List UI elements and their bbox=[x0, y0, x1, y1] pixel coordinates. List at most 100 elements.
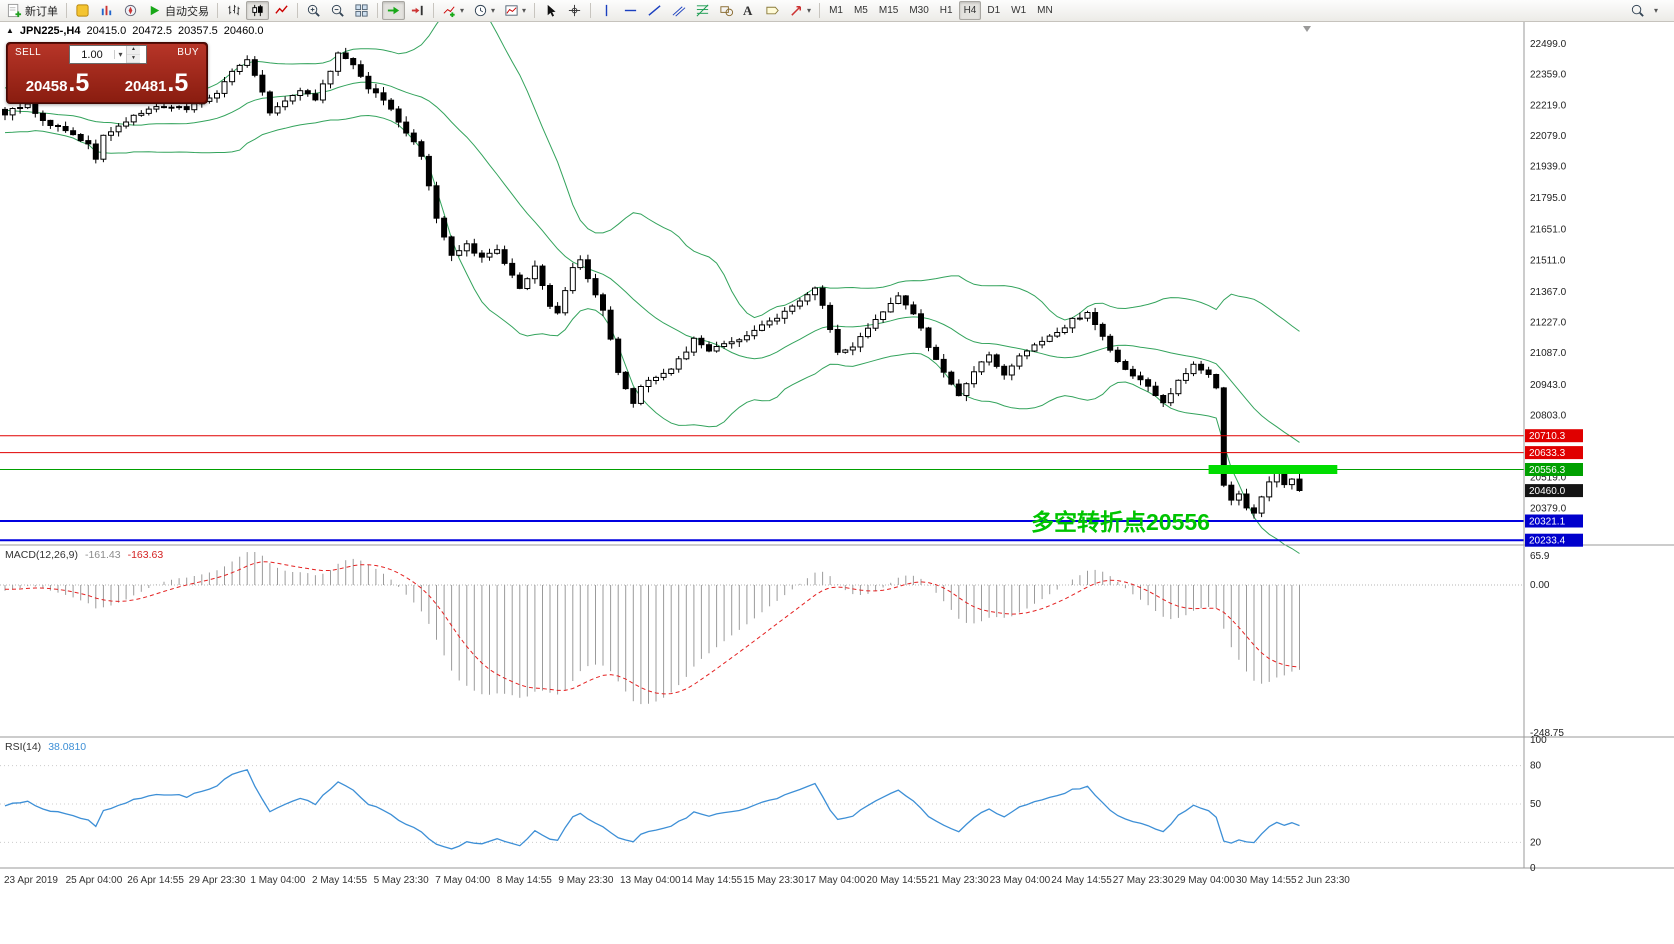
text-tool-button[interactable]: A bbox=[739, 1, 760, 20]
timeframe-m1[interactable]: M1 bbox=[824, 1, 848, 20]
vertical-line-button[interactable] bbox=[595, 1, 618, 20]
chart-annotation[interactable]: 多空转折点20556 bbox=[1031, 509, 1210, 535]
volume-increase-button[interactable]: ▲ bbox=[127, 46, 140, 55]
svg-text:9 May 23:30: 9 May 23:30 bbox=[558, 875, 613, 886]
text-label-button[interactable] bbox=[761, 1, 784, 20]
bollinger-upper-band bbox=[4, 22, 1300, 332]
ohlc-high: 20472.5 bbox=[132, 25, 172, 37]
svg-text:22359.0: 22359.0 bbox=[1530, 70, 1567, 81]
svg-text:21087.0: 21087.0 bbox=[1530, 348, 1567, 359]
svg-text:0: 0 bbox=[1530, 863, 1536, 874]
trendline-button[interactable] bbox=[643, 1, 666, 20]
svg-text:-248.75: -248.75 bbox=[1530, 728, 1564, 739]
svg-text:14 May 14:55: 14 May 14:55 bbox=[682, 875, 743, 886]
macd-histogram bbox=[4, 552, 1300, 705]
rsi-name: RSI(14) bbox=[5, 741, 42, 753]
sell-label: SELL bbox=[15, 47, 42, 58]
rsi-scale[interactable]: 100 80 50 20 0 bbox=[1530, 735, 1547, 874]
svg-text:21227.0: 21227.0 bbox=[1530, 318, 1567, 329]
zoom-in-button[interactable] bbox=[302, 1, 325, 20]
arrows-button[interactable]: ▾ bbox=[785, 1, 815, 20]
volume-input[interactable] bbox=[70, 47, 114, 62]
autotrading-button[interactable]: 自动交易 bbox=[143, 1, 213, 20]
candlestick-chart-button[interactable] bbox=[246, 1, 269, 20]
timeframe-mn[interactable]: MN bbox=[1032, 1, 1058, 20]
svg-text:17 May 04:00: 17 May 04:00 bbox=[805, 875, 866, 886]
macd-scale[interactable]: 65.9 0.00 -248.75 bbox=[1530, 551, 1564, 739]
price-scale[interactable]: 22499.0 22359.0 22219.0 22079.0 21939.0 21795… bbox=[1530, 39, 1567, 514]
fibonacci-button[interactable] bbox=[691, 1, 714, 20]
chevron-down-icon: ▾ bbox=[491, 5, 496, 15]
svg-text:100: 100 bbox=[1530, 735, 1547, 746]
svg-text:23 May 04:00: 23 May 04:00 bbox=[990, 875, 1051, 886]
volume-decrease-button[interactable]: ▼ bbox=[127, 54, 140, 63]
chart-shift-icon bbox=[411, 5, 423, 16]
timeframe-m30[interactable]: M30 bbox=[904, 1, 933, 20]
volume-control: ▾ ▲ ▼ bbox=[69, 45, 147, 64]
timeframe-h1[interactable]: H1 bbox=[935, 1, 958, 20]
price-badge-20460.0: 20460.0 bbox=[1525, 484, 1583, 498]
shapes-button[interactable] bbox=[715, 1, 738, 20]
toolbar-separator bbox=[297, 3, 298, 18]
templates-button[interactable]: ▾ bbox=[500, 1, 530, 20]
toolbar-separator bbox=[66, 3, 67, 18]
chart-shift-button[interactable] bbox=[406, 1, 429, 20]
line-chart-button[interactable] bbox=[270, 1, 293, 20]
metaeditor-button[interactable] bbox=[71, 1, 94, 20]
sell-button[interactable]: SELL 20458.5 bbox=[8, 44, 107, 102]
crosshair-button[interactable] bbox=[563, 1, 586, 20]
timeframe-d1[interactable]: D1 bbox=[982, 1, 1005, 20]
price-badge-20633.3: 20633.3 bbox=[1525, 446, 1583, 460]
navigator-button[interactable] bbox=[119, 1, 142, 20]
market-watch-icon bbox=[101, 5, 112, 16]
new-order-button[interactable]: 新订单 bbox=[3, 1, 62, 20]
bar-chart-button[interactable] bbox=[222, 1, 245, 20]
chevron-down-icon: ▾ bbox=[460, 5, 465, 15]
timeframe-m5[interactable]: M5 bbox=[849, 1, 873, 20]
svg-text:30 May 14:55: 30 May 14:55 bbox=[1236, 875, 1297, 886]
svg-text:50: 50 bbox=[1530, 799, 1542, 810]
text-label-icon bbox=[766, 6, 779, 15]
chart-canvas[interactable]: 22499.0 22359.0 22219.0 22079.0 21939.0 21795… bbox=[0, 22, 1674, 944]
date-axis[interactable]: 23 Apr 2019 25 Apr 04:00 26 Apr 14:55 29 Ap… bbox=[4, 875, 1350, 886]
zoom-in-icon bbox=[307, 4, 320, 17]
periods-button[interactable]: ▾ bbox=[469, 1, 499, 20]
zoom-out-button[interactable] bbox=[326, 1, 349, 20]
svg-text:27 May 23:30: 27 May 23:30 bbox=[1113, 875, 1174, 886]
svg-text:80: 80 bbox=[1530, 761, 1542, 772]
svg-text:20: 20 bbox=[1530, 837, 1542, 848]
svg-text:2 May 14:55: 2 May 14:55 bbox=[312, 875, 367, 886]
macd-label: MACD(12,26,9) -161.43 -163.63 bbox=[5, 549, 163, 561]
metaeditor-icon bbox=[76, 4, 89, 17]
svg-text:15 May 23:30: 15 May 23:30 bbox=[743, 875, 804, 886]
chart-shift-marker[interactable] bbox=[1303, 26, 1311, 32]
buy-button[interactable]: BUY 20481.5 bbox=[107, 44, 206, 102]
svg-text:21795.0: 21795.0 bbox=[1530, 193, 1567, 204]
chevron-down-icon: ▾ bbox=[522, 5, 527, 15]
horizontal-line-button[interactable] bbox=[619, 1, 642, 20]
cursor-button[interactable] bbox=[539, 1, 562, 20]
macd-name: MACD(12,26,9) bbox=[5, 549, 78, 561]
timeframe-w1[interactable]: W1 bbox=[1006, 1, 1031, 20]
equidistant-channel-button[interactable] bbox=[667, 1, 690, 20]
svg-text:20633.3: 20633.3 bbox=[1529, 448, 1566, 459]
svg-text:21651.0: 21651.0 bbox=[1530, 225, 1567, 236]
indicators-button[interactable]: ▾ bbox=[438, 1, 468, 20]
auto-scroll-button[interactable] bbox=[382, 1, 405, 20]
tile-windows-button[interactable] bbox=[350, 1, 373, 20]
buy-price: 20481 bbox=[124, 78, 167, 95]
one-click-toggle-icon[interactable]: ▲ bbox=[6, 26, 14, 35]
search-button[interactable] bbox=[1626, 1, 1649, 20]
turning-point-bar[interactable] bbox=[1208, 465, 1338, 474]
svg-text:13 May 04:00: 13 May 04:00 bbox=[620, 875, 681, 886]
market-watch-button[interactable] bbox=[95, 1, 118, 20]
trendline-icon bbox=[648, 5, 661, 16]
svg-text:5 May 23:30: 5 May 23:30 bbox=[374, 875, 429, 886]
text-tool-icon: A bbox=[743, 3, 753, 18]
timeframe-m15[interactable]: M15 bbox=[874, 1, 903, 20]
timeframe-h4[interactable]: H4 bbox=[958, 1, 982, 20]
sell-price: 20458 bbox=[25, 78, 68, 95]
toolbar-overflow-button[interactable]: ▾ bbox=[1650, 1, 1671, 20]
volume-dropdown-icon[interactable]: ▾ bbox=[114, 50, 126, 59]
svg-text:20710.3: 20710.3 bbox=[1529, 431, 1566, 442]
